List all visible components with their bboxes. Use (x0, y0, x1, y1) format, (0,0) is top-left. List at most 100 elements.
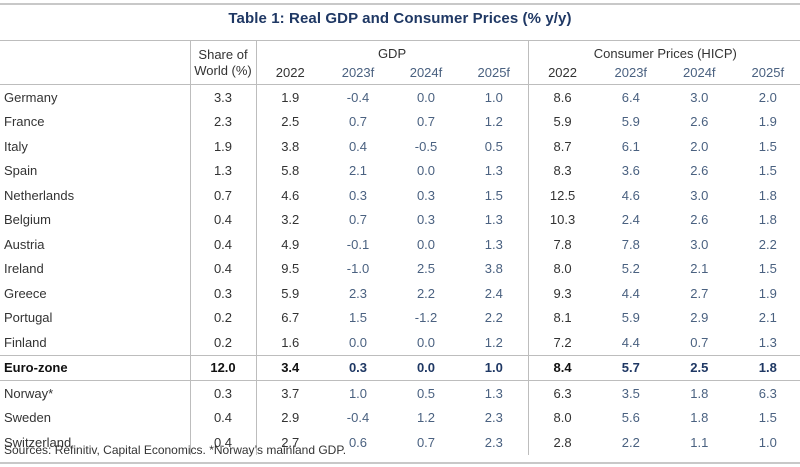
gdp-value-cell: 0.0 (348, 334, 368, 350)
gdp-value-cell: 5.9 (281, 285, 300, 301)
gdp-value-cell: -1.0 (346, 261, 370, 277)
gdp-year-header: 2023f (341, 65, 375, 80)
share-cell: 2.3 (190, 109, 257, 134)
gdp-value-cell: 0.5 (460, 134, 529, 159)
gdp-value-cell: 0.4 (348, 138, 368, 154)
share-cell: 0.4 (190, 256, 257, 281)
aggregate-row: Euro-zone 12.0 3.4 0.3 0.0 1.0 8.4 5.7 2.5 1.8 (0, 355, 800, 381)
gdp-value-cell: 1.6 (281, 334, 300, 350)
cpi-value-cell: 1.8 (690, 385, 709, 401)
cpi-value-cell: 1.9 (758, 285, 777, 301)
cpi-value-cell: 2.0 (758, 89, 777, 105)
gdp-value-cell: 1.0 (460, 84, 529, 110)
table-row: Finland 0.2 1.6 0.0 0.0 1.2 7.2 4.4 0.7 1.3 (0, 330, 800, 355)
gdp-value-cell: 0.7 (416, 434, 436, 450)
cpi-value-cell: 5.9 (621, 114, 640, 130)
share-column-header: Share of World (%) (190, 40, 257, 85)
country-cell: France (0, 109, 191, 134)
cpi-value-cell: 6.3 (758, 385, 777, 401)
cpi-value-cell: 1.5 (758, 261, 777, 277)
cpi-value-cell: 2.5 (690, 360, 709, 376)
gdp-value-cell: 0.3 (348, 187, 368, 203)
gdp-value-cell: 3.4 (281, 360, 300, 376)
country-cell: Belgium (0, 207, 191, 232)
gdp-value-cell: 1.2 (460, 330, 529, 355)
share-cell: 0.4 (190, 232, 257, 257)
cpi-value-cell: 2.7 (690, 285, 709, 301)
country-cell: Portugal (0, 305, 191, 330)
share-cell: 0.4 (190, 405, 257, 430)
cpi-value-cell: 12.5 (549, 187, 576, 203)
cpi-value-cell: 1.5 (758, 138, 777, 154)
country-cell: Greece (0, 281, 191, 306)
gdp-value-cell: -0.4 (346, 89, 370, 105)
table-row: Germany 3.3 1.9 -0.4 0.0 1.0 8.6 6.4 3.0 2.0 (0, 84, 800, 110)
gdp-value-cell: 4.6 (281, 187, 300, 203)
gdp-group-header: GDP (256, 40, 529, 61)
country-cell: Switzerland (0, 430, 191, 455)
country-cell: Sweden (0, 405, 191, 430)
gdp-value-cell: 2.9 (281, 410, 300, 426)
country-cell: Germany (0, 84, 191, 110)
cpi-value-cell: 4.4 (621, 285, 640, 301)
gdp-value-cell: 0.6 (348, 434, 368, 450)
country-cell: Norway* (0, 380, 191, 406)
table-row: Austria 0.4 4.9 -0.1 0.0 1.3 7.8 7.8 3.0 2.2 (0, 232, 800, 257)
gdp-value-cell: 2.3 (348, 285, 368, 301)
country-cell: Austria (0, 232, 191, 257)
cpi-value-cell: 5.9 (553, 114, 572, 130)
gdp-value-cell: 2.3 (460, 405, 529, 430)
cpi-value-cell: 5.7 (621, 360, 640, 376)
gdp-value-cell: 1.3 (460, 158, 529, 183)
gdp-value-cell: 1.3 (460, 207, 529, 232)
country-cell: Euro-zone (0, 355, 191, 381)
table-row: France 2.3 2.5 0.7 0.7 1.2 5.9 5.9 2.6 1.9 (0, 109, 800, 134)
gdp-value-cell: 0.0 (416, 334, 436, 350)
gdp-value-cell: 1.5 (348, 310, 368, 326)
cpi-value-cell: 8.0 (553, 410, 572, 426)
gdp-value-cell: 3.7 (281, 385, 300, 401)
gdp-value-cell: 0.0 (416, 163, 436, 179)
cpi-value-cell: 4.6 (621, 187, 640, 203)
share-cell: 0.7 (190, 183, 257, 208)
cpi-value-cell: 2.2 (621, 434, 640, 450)
gdp-value-cell: 3.2 (281, 212, 300, 228)
share-cell: 0.2 (190, 330, 257, 355)
share-label-line2: World (%) (194, 62, 252, 78)
table-row: Greece 0.3 5.9 2.3 2.2 2.4 9.3 4.4 2.7 1.9 (0, 281, 800, 306)
cpi-value-cell: 7.8 (553, 236, 572, 252)
cpi-value-cell: 10.3 (549, 212, 576, 228)
share-cell: 1.9 (190, 134, 257, 159)
table-row: Portugal 0.2 6.7 1.5 -1.2 2.2 8.1 5.9 2.9 2.1 (0, 305, 800, 330)
gdp-value-cell: 1.0 (460, 355, 529, 381)
bottom-rule (0, 462, 800, 464)
cpi-value-cell: 3.0 (690, 89, 709, 105)
cpi-value-cell: 2.1 (690, 261, 709, 277)
gdp-value-cell: 5.8 (281, 163, 300, 179)
cpi-value-cell: 5.6 (621, 410, 640, 426)
gdp-value-cell: -0.1 (346, 236, 370, 252)
cpi-value-cell: 8.4 (553, 360, 572, 376)
cpi-value-cell: 8.7 (553, 138, 572, 154)
cpi-value-cell: 5.9 (621, 310, 640, 326)
share-cell: 0.2 (190, 305, 257, 330)
gdp-value-cell: 0.0 (416, 360, 436, 376)
gdp-value-cell: 0.0 (416, 236, 436, 252)
gdp-cpi-table: Share of World (%) GDP Consumer Prices (… (0, 40, 800, 455)
cpi-group-header: Consumer Prices (HICP) (593, 46, 737, 61)
cpi-value-cell: 1.5 (758, 410, 777, 426)
share-cell: 1.3 (190, 158, 257, 183)
share-label-line1: Share of (198, 46, 248, 62)
table-row: Switzerland 0.4 2.7 0.6 0.7 2.3 2.8 2.2 1.1 1.0 (0, 430, 800, 455)
gdp-value-cell: 2.1 (348, 163, 368, 179)
table-row: Spain 1.3 5.8 2.1 0.0 1.3 8.3 3.6 2.6 1.5 (0, 158, 800, 183)
cpi-value-cell: 3.0 (690, 187, 709, 203)
cpi-value-cell: 1.8 (690, 410, 709, 426)
cpi-value-cell: 1.1 (690, 434, 709, 450)
table-header: Share of World (%) GDP Consumer Prices (… (0, 40, 800, 85)
share-cell: 0.4 (190, 207, 257, 232)
share-cell: 0.4 (190, 430, 257, 455)
share-cell: 12.0 (190, 355, 257, 381)
gdp-value-cell: 3.8 (460, 256, 529, 281)
